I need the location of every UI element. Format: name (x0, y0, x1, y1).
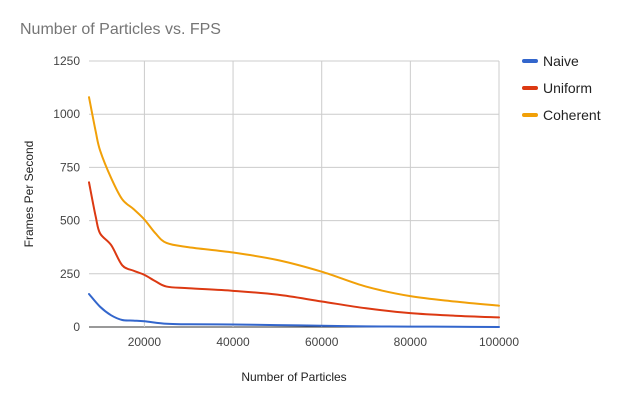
x-tick-label: 60000 (305, 335, 339, 349)
x-tick-label: 20000 (128, 335, 162, 349)
x-tick-label: 40000 (216, 335, 250, 349)
y-tick-label: 1250 (53, 54, 80, 68)
x-tick-label: 80000 (394, 335, 428, 349)
y-axis-title: Frames Per Second (22, 141, 36, 248)
y-tick-label: 750 (60, 160, 80, 174)
series-line-naive (88, 293, 500, 328)
legend-label-coherent: Coherent (543, 107, 601, 123)
y-tick-label: 0 (73, 320, 80, 334)
y-tick-label: 250 (60, 267, 80, 281)
y-tick-label: 500 (60, 214, 80, 228)
legend-label-naive: Naive (543, 53, 579, 69)
chart-title: Number of Particles vs. FPS (20, 21, 221, 38)
series-line-uniform (88, 181, 500, 319)
x-tick-label: 100000 (479, 335, 519, 349)
legend-label-uniform: Uniform (543, 80, 592, 96)
x-axis-title: Number of Particles (241, 370, 346, 384)
y-tick-label: 1000 (53, 107, 80, 121)
series-line-coherent (88, 96, 500, 307)
